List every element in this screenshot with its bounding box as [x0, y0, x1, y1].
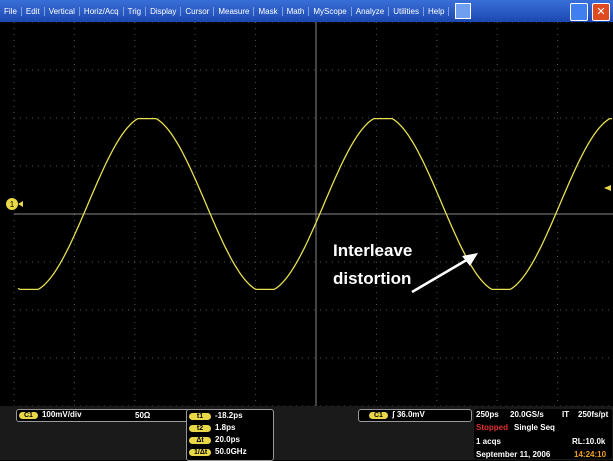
cursor-row: t2 1.8ps — [189, 423, 235, 432]
resolution: 250fs/pt — [578, 410, 609, 419]
channel-badge: C1 — [19, 412, 38, 419]
menu-item[interactable]: Utilities — [389, 6, 424, 16]
menu-item[interactable]: Display — [146, 6, 182, 16]
sequence: Single Seq — [514, 423, 555, 432]
date: September 11, 2006 — [476, 450, 551, 459]
trigger-arrow — [604, 185, 611, 191]
time: 14:24:10 — [574, 450, 607, 459]
menu-item[interactable]: Help — [424, 6, 450, 16]
menu-items: File Edit Vertical Horiz/Acq Trig Display Curs… — [0, 6, 450, 16]
cursor-row: 1/Δt 50.0GHz — [189, 447, 247, 456]
status-panel: C1 100mV/div 50Ω t1 -18.2ps t2 1.8ps Δt 20.0ps… — [0, 406, 613, 461]
cursor-value: 1.8ps — [215, 423, 236, 432]
menu-item[interactable]: Cursor — [181, 6, 215, 16]
menu-item[interactable]: Measure — [214, 6, 255, 16]
scale: 100mV/div — [41, 410, 82, 419]
arrow-head — [462, 253, 478, 266]
cursor-value: -18.2ps — [215, 411, 243, 420]
vertical-box[interactable]: C1 100mV/div 50Ω — [16, 409, 204, 422]
channel-marker-label: 1 — [10, 200, 15, 209]
waveform — [17, 117, 612, 291]
cursor-value: 50.0GHz — [215, 447, 247, 456]
minimize-button[interactable] — [570, 3, 588, 21]
cursor-row: Δt 20.0ps — [189, 435, 240, 444]
cursor-label: t1 — [189, 413, 211, 420]
menu-item[interactable]: Analyze — [352, 6, 390, 16]
menu-item[interactable]: Edit — [22, 6, 45, 16]
termination: 50Ω — [135, 411, 151, 420]
cursor-value: 20.0ps — [215, 435, 240, 444]
cursor-box[interactable]: t1 -18.2ps t2 1.8ps Δt 20.0ps 1/Δt 50.0GHz — [186, 409, 274, 461]
trigger-box[interactable]: C1 ʃ 36.0mV — [358, 409, 472, 422]
menu-bar: File Edit Vertical Horiz/Acq Trig Display Curs… — [0, 0, 613, 22]
cursor-row: t1 -18.2ps — [189, 411, 243, 420]
menu-item[interactable]: Vertical — [45, 6, 80, 16]
cursor-label: Δt — [189, 437, 211, 444]
cursor-label: t2 — [189, 425, 211, 432]
close-button[interactable]: ✕ — [592, 3, 610, 21]
state: Stopped — [476, 423, 508, 432]
record-length: RL:10.0k — [572, 437, 606, 446]
menu-item[interactable]: Horiz/Acq — [80, 6, 124, 16]
graticule: 1 Interleave distortion — [6, 22, 613, 406]
dropdown-button[interactable] — [455, 3, 472, 19]
cursor-label: 1/Δt — [189, 449, 211, 456]
mode: IT — [562, 410, 570, 419]
menu-item[interactable]: File — [0, 6, 22, 16]
arrow — [411, 256, 471, 294]
channel-marker — [6, 198, 18, 210]
menu-item[interactable]: Trig — [124, 6, 147, 16]
menu-item[interactable]: Mask — [254, 6, 283, 16]
annotation: Interleave — [333, 241, 412, 260]
acqs: 1 acqs — [476, 437, 501, 446]
timebase: 250ps — [476, 410, 499, 419]
trigger-level: 36.0mV — [396, 410, 425, 419]
channel-badge: C1 — [369, 412, 388, 419]
acquisition-box[interactable]: 250ps 20.0GS/s IT 250fs/pt Stopped Singl… — [474, 409, 612, 459]
annotation: distortion — [333, 269, 411, 288]
menu-item[interactable]: MyScope — [309, 6, 352, 16]
menu-item[interactable]: Math — [283, 6, 310, 16]
sample-rate: 20.0GS/s — [510, 410, 544, 419]
marker-arrow — [18, 201, 23, 207]
